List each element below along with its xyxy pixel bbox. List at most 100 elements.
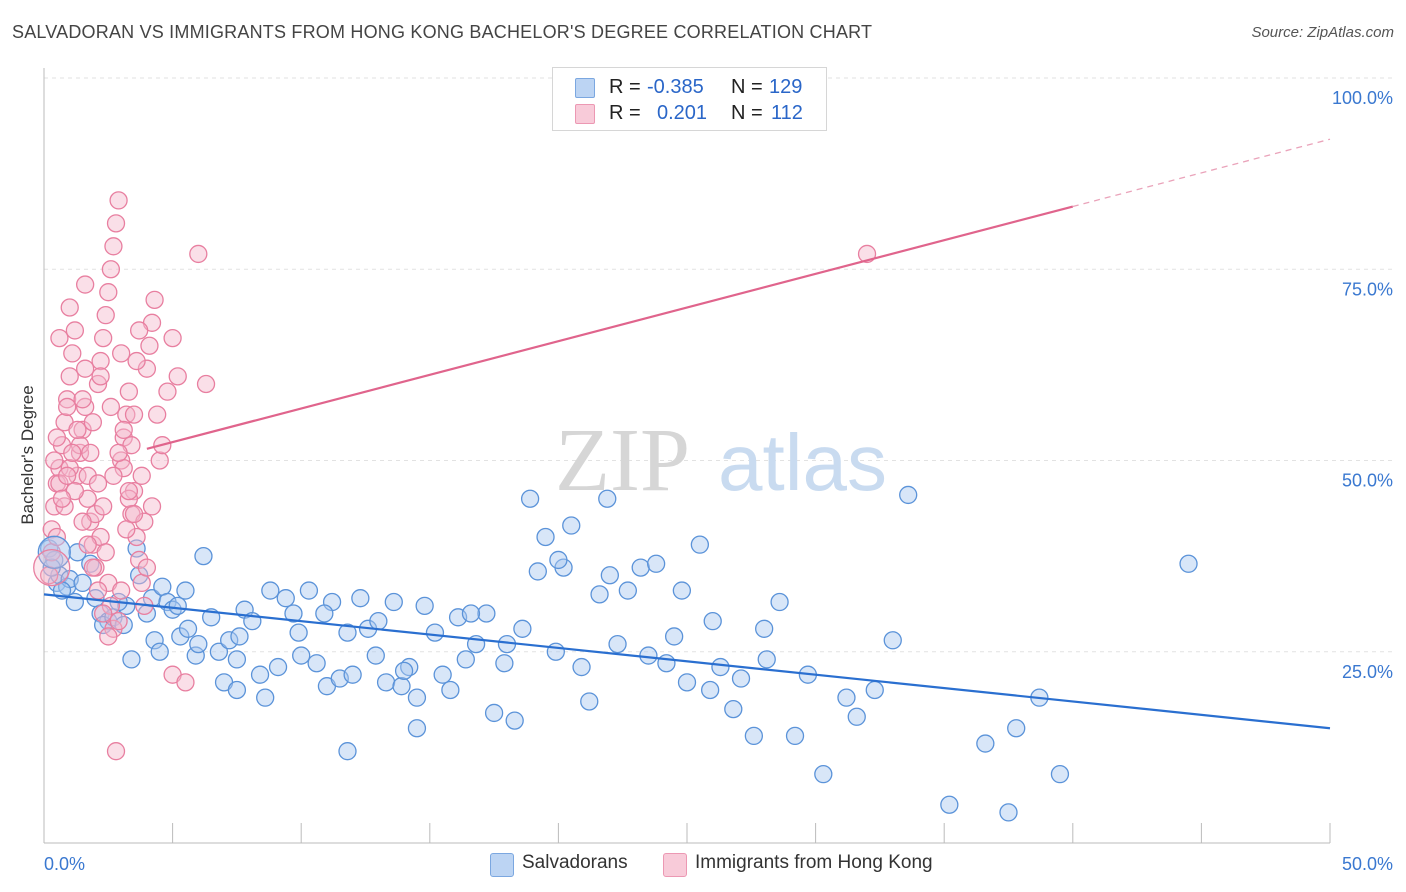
- point-hong-kong: [57, 390, 77, 409]
- point-hong-kong: [114, 420, 133, 440]
- point-salvadoran: [600, 566, 619, 585]
- point-salvadoran: [369, 612, 388, 631]
- trend-lines: [43, 138, 1331, 730]
- legend-r-value: 0.201: [657, 102, 708, 124]
- point-salvadoran: [520, 489, 540, 508]
- point-hong-kong: [140, 336, 159, 355]
- point-hong-kong: [124, 405, 144, 424]
- point-hong-kong: [57, 466, 77, 485]
- point-hong-kong: [101, 397, 121, 417]
- point-salvadoran: [392, 677, 411, 696]
- point-hong-kong: [158, 382, 177, 401]
- legend-swatch-blue: [575, 78, 595, 98]
- gridlines: [44, 77, 1392, 653]
- point-salvadoran: [292, 646, 311, 665]
- point-salvadoran: [757, 650, 776, 669]
- source-label: Source: ZipAtlas.com: [1251, 24, 1394, 41]
- point-salvadoran: [744, 726, 764, 746]
- point-salvadoran: [220, 631, 239, 650]
- point-salvadoran: [536, 527, 555, 547]
- point-salvadoran: [307, 654, 326, 673]
- point-hong-kong: [124, 504, 144, 524]
- point-hong-kong: [127, 351, 146, 371]
- point-hong-kong: [119, 382, 139, 401]
- point-hong-kong: [137, 359, 157, 378]
- correlation-legend: R = -0.385 N = 129 R = 0.201 N = 112: [552, 67, 827, 131]
- point-salvadoran: [37, 535, 71, 569]
- point-hong-kong: [142, 497, 162, 516]
- point-hong-kong: [73, 512, 92, 531]
- point-salvadoran: [394, 661, 414, 681]
- point-salvadoran: [276, 589, 295, 608]
- point-salvadoran: [814, 765, 833, 784]
- point-salvadoran: [731, 669, 751, 688]
- point-salvadoran: [178, 619, 198, 638]
- point-salvadoran: [549, 550, 568, 570]
- point-salvadoran: [755, 619, 774, 638]
- point-salvadoran: [338, 742, 357, 761]
- point-salvadoran: [384, 592, 403, 612]
- point-hong-kong: [135, 512, 154, 531]
- point-hong-kong: [130, 550, 149, 570]
- point-salvadoran: [256, 688, 275, 707]
- point-hong-kong: [60, 298, 79, 317]
- bottom-legend-swatch-pink: [663, 853, 687, 877]
- point-salvadoran: [546, 642, 565, 661]
- point-hong-kong: [150, 451, 169, 470]
- point-salvadoran: [562, 516, 581, 535]
- legend-n-value: 112: [771, 102, 803, 124]
- point-hong-kong: [137, 558, 157, 577]
- point-hong-kong: [45, 451, 64, 470]
- point-salvadoran: [227, 680, 247, 700]
- point-hong-kong: [132, 466, 151, 485]
- point-salvadoran: [677, 673, 697, 692]
- point-salvadoran: [899, 485, 918, 505]
- point-salvadoran: [176, 581, 195, 600]
- point-salvadoran: [608, 634, 627, 654]
- point-salvadoran: [711, 657, 730, 677]
- point-salvadoran: [261, 581, 280, 600]
- point-hong-kong: [73, 420, 92, 440]
- point-salvadoran: [618, 581, 637, 600]
- data-points: [33, 191, 1198, 822]
- point-hong-kong: [52, 489, 72, 508]
- bottom-legend-label: Salvadorans: [522, 852, 628, 873]
- point-salvadoran: [976, 734, 995, 753]
- axes: [43, 68, 1331, 844]
- point-salvadoran: [425, 623, 445, 642]
- bottom-legend-label: Immigrants from Hong Kong: [695, 852, 933, 873]
- x-tick-label-min: 0.0%: [44, 854, 85, 874]
- point-hong-kong: [81, 443, 100, 463]
- point-hong-kong: [94, 497, 113, 516]
- y-tick-label: 100.0%: [1332, 88, 1393, 108]
- point-hong-kong: [163, 328, 182, 348]
- point-salvadoran: [441, 680, 460, 700]
- legend-n-label: N =: [731, 102, 763, 124]
- legend-r-label: R =: [609, 76, 641, 98]
- point-salvadoran: [672, 581, 692, 600]
- point-salvadoran: [883, 631, 902, 650]
- point-hong-kong: [99, 283, 118, 302]
- point-salvadoran: [351, 589, 370, 608]
- point-hong-kong: [109, 612, 128, 631]
- point-hong-kong: [189, 244, 208, 264]
- y-tick-label: 25.0%: [1342, 662, 1393, 682]
- point-hong-kong: [168, 367, 187, 386]
- point-hong-kong: [94, 604, 113, 623]
- point-hong-kong: [70, 436, 90, 455]
- point-hong-kong: [148, 405, 167, 424]
- point-hong-kong: [78, 535, 97, 554]
- point-hong-kong: [76, 275, 95, 294]
- point-salvadoran: [299, 581, 319, 600]
- point-salvadoran: [73, 573, 92, 593]
- point-salvadoran: [168, 596, 187, 615]
- point-salvadoran: [227, 650, 247, 669]
- point-hong-kong: [96, 305, 115, 325]
- point-hong-kong: [130, 321, 149, 340]
- point-salvadoran: [631, 558, 650, 577]
- point-salvadoran: [999, 803, 1018, 822]
- point-salvadoran: [1050, 765, 1070, 784]
- legend-r-value: -0.385: [647, 76, 704, 98]
- point-hong-kong: [196, 374, 216, 394]
